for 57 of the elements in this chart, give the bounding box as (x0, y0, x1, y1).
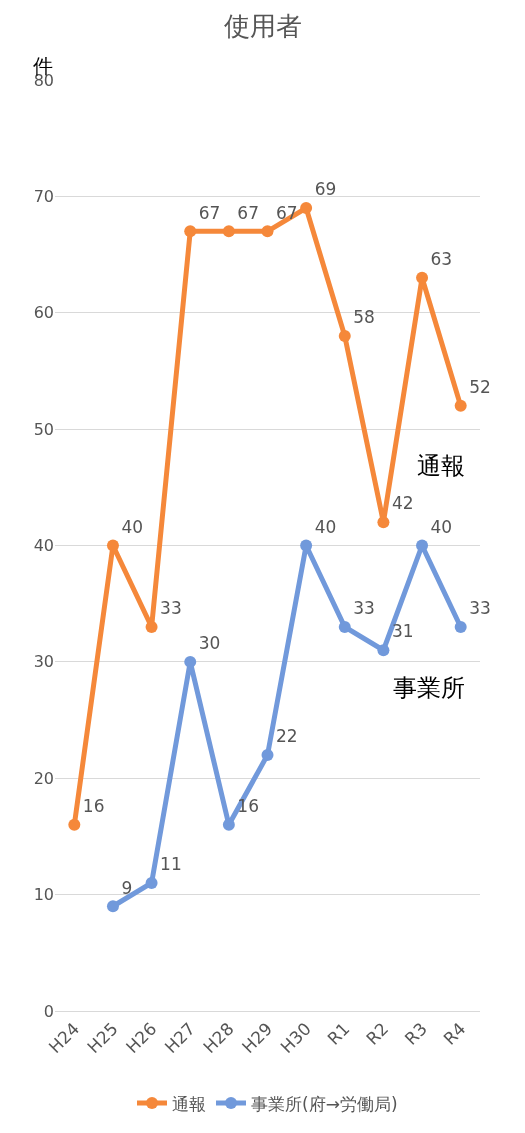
data-label: 30 (198, 633, 221, 654)
data-label: 40 (121, 516, 144, 537)
data-label: 63 (430, 249, 453, 270)
point (338, 620, 351, 633)
point (184, 655, 197, 668)
data-label: 52 (469, 377, 491, 398)
data-label: 11 (160, 854, 182, 875)
y-tick-label: 40 (33, 536, 54, 556)
data-label: 58 (353, 307, 375, 328)
data-label: 33 (469, 598, 491, 619)
point (68, 818, 81, 831)
y-tick-label: 0 (43, 1001, 54, 1021)
point (300, 202, 313, 214)
chart-title: 使用者 (223, 11, 302, 42)
data-label: 33 (160, 598, 182, 619)
y-tick-label: 60 (33, 303, 54, 323)
data-label: 16 (82, 796, 105, 817)
point (222, 225, 235, 238)
point (106, 900, 119, 913)
y-tick-label: 50 (33, 419, 54, 439)
point (338, 330, 351, 343)
legend-label: 通報 (172, 1093, 206, 1114)
y-tick-label: 20 (33, 768, 54, 788)
y-tick-label: 30 (33, 652, 54, 672)
point (300, 539, 313, 552)
data-label: 42 (391, 493, 414, 514)
x-tick-label: R4 (439, 1018, 470, 1049)
point (416, 271, 429, 284)
y-tick-label: 10 (33, 885, 54, 905)
point (454, 620, 467, 633)
x-tick-label: R1 (323, 1018, 354, 1049)
data-label: 22 (276, 726, 298, 747)
point (106, 539, 119, 552)
annotation: 通報 (417, 452, 465, 480)
data-label: 31 (391, 621, 414, 642)
data-label: 67 (237, 202, 259, 223)
x-tick-label: R2 (362, 1018, 393, 1049)
point (145, 876, 158, 889)
point (145, 620, 158, 633)
data-label: 9 (121, 877, 133, 898)
annotation: 事業所 (393, 674, 465, 702)
point (261, 748, 274, 761)
data-label: 40 (314, 516, 337, 537)
point (261, 225, 274, 238)
data-label: 69 (314, 179, 337, 200)
point (377, 644, 390, 657)
legend-label: 事業所(府→労働局) (251, 1093, 398, 1114)
point (377, 516, 390, 529)
point (184, 225, 197, 238)
x-tick-label: R3 (400, 1018, 431, 1049)
data-label: 40 (430, 516, 453, 537)
point (454, 399, 467, 412)
data-label: 67 (198, 202, 221, 223)
data-label: 67 (276, 202, 298, 223)
data-label: 33 (353, 598, 375, 619)
y-tick-label: 70 (33, 186, 54, 206)
data-label: 16 (237, 796, 259, 817)
